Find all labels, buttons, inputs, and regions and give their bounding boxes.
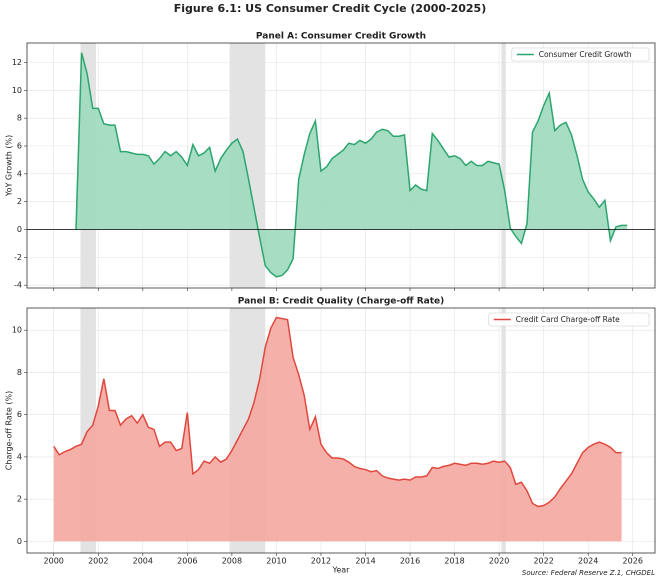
legend-box [511,47,650,62]
panel-title: Panel B: Credit Quality (Charge-off Rate… [238,297,445,307]
y-axis-label: Charge-off Rate (%) [5,391,14,470]
y-tick-label: -2 [14,253,22,262]
x-tick-label: 2016 [400,557,420,566]
x-tick-label: 2020 [489,557,509,566]
x-tick-label: 2024 [578,557,598,566]
panel-title: Panel A: Consumer Credit Growth [256,32,426,42]
x-tick-label: 2022 [533,557,553,566]
legend-label: Credit Card Charge-off Rate [516,315,620,324]
x-tick-label: 2018 [444,557,464,566]
y-axis-label: YoY Growth (%) [5,135,14,198]
area-fill [75,52,628,277]
recession-shade [501,43,506,288]
x-axis-label: Year [332,566,351,575]
y-tick-label: 4 [17,452,22,461]
y-tick-label: 10 [12,86,22,95]
axes-frame [26,42,656,289]
x-tick-label: 2004 [133,557,153,566]
series-line [53,316,622,508]
y-tick-label: 12 [12,58,22,67]
x-tick-label: 2026 [623,557,643,566]
y-tick-label: 8 [17,114,22,123]
y-tick-label: 8 [17,368,22,377]
y-tick-label: 10 [12,326,22,335]
series-line [75,52,628,278]
legend-label: Consumer Credit Growth [539,50,632,59]
axes-frame [26,307,656,554]
x-tick-label: 2008 [222,557,242,566]
y-tick-label: 0 [17,225,22,234]
y-tick-label: 4 [17,169,22,178]
x-tick-label: 2014 [355,557,375,566]
x-tick-label: 2000 [44,557,64,566]
recession-shade [501,308,506,553]
y-tick-label: 6 [17,142,22,151]
source-note: Source: Federal Reserve Z.1, CHGDEL [522,569,655,577]
figure-title: Figure 6.1: US Consumer Credit Cycle (20… [174,2,487,15]
plot-area [53,316,622,542]
plot-area [75,52,628,278]
x-tick-label: 2012 [311,557,331,566]
y-tick-label: -4 [14,281,22,290]
area-fill [53,317,622,542]
x-tick-label: 2002 [88,557,108,566]
y-tick-label: 6 [17,410,22,419]
y-tick-label: 2 [17,495,22,504]
y-tick-label: 0 [17,537,22,546]
y-tick-label: 2 [17,197,22,206]
x-tick-label: 2010 [266,557,286,566]
x-tick-label: 2006 [177,557,197,566]
legend-box [488,312,650,327]
